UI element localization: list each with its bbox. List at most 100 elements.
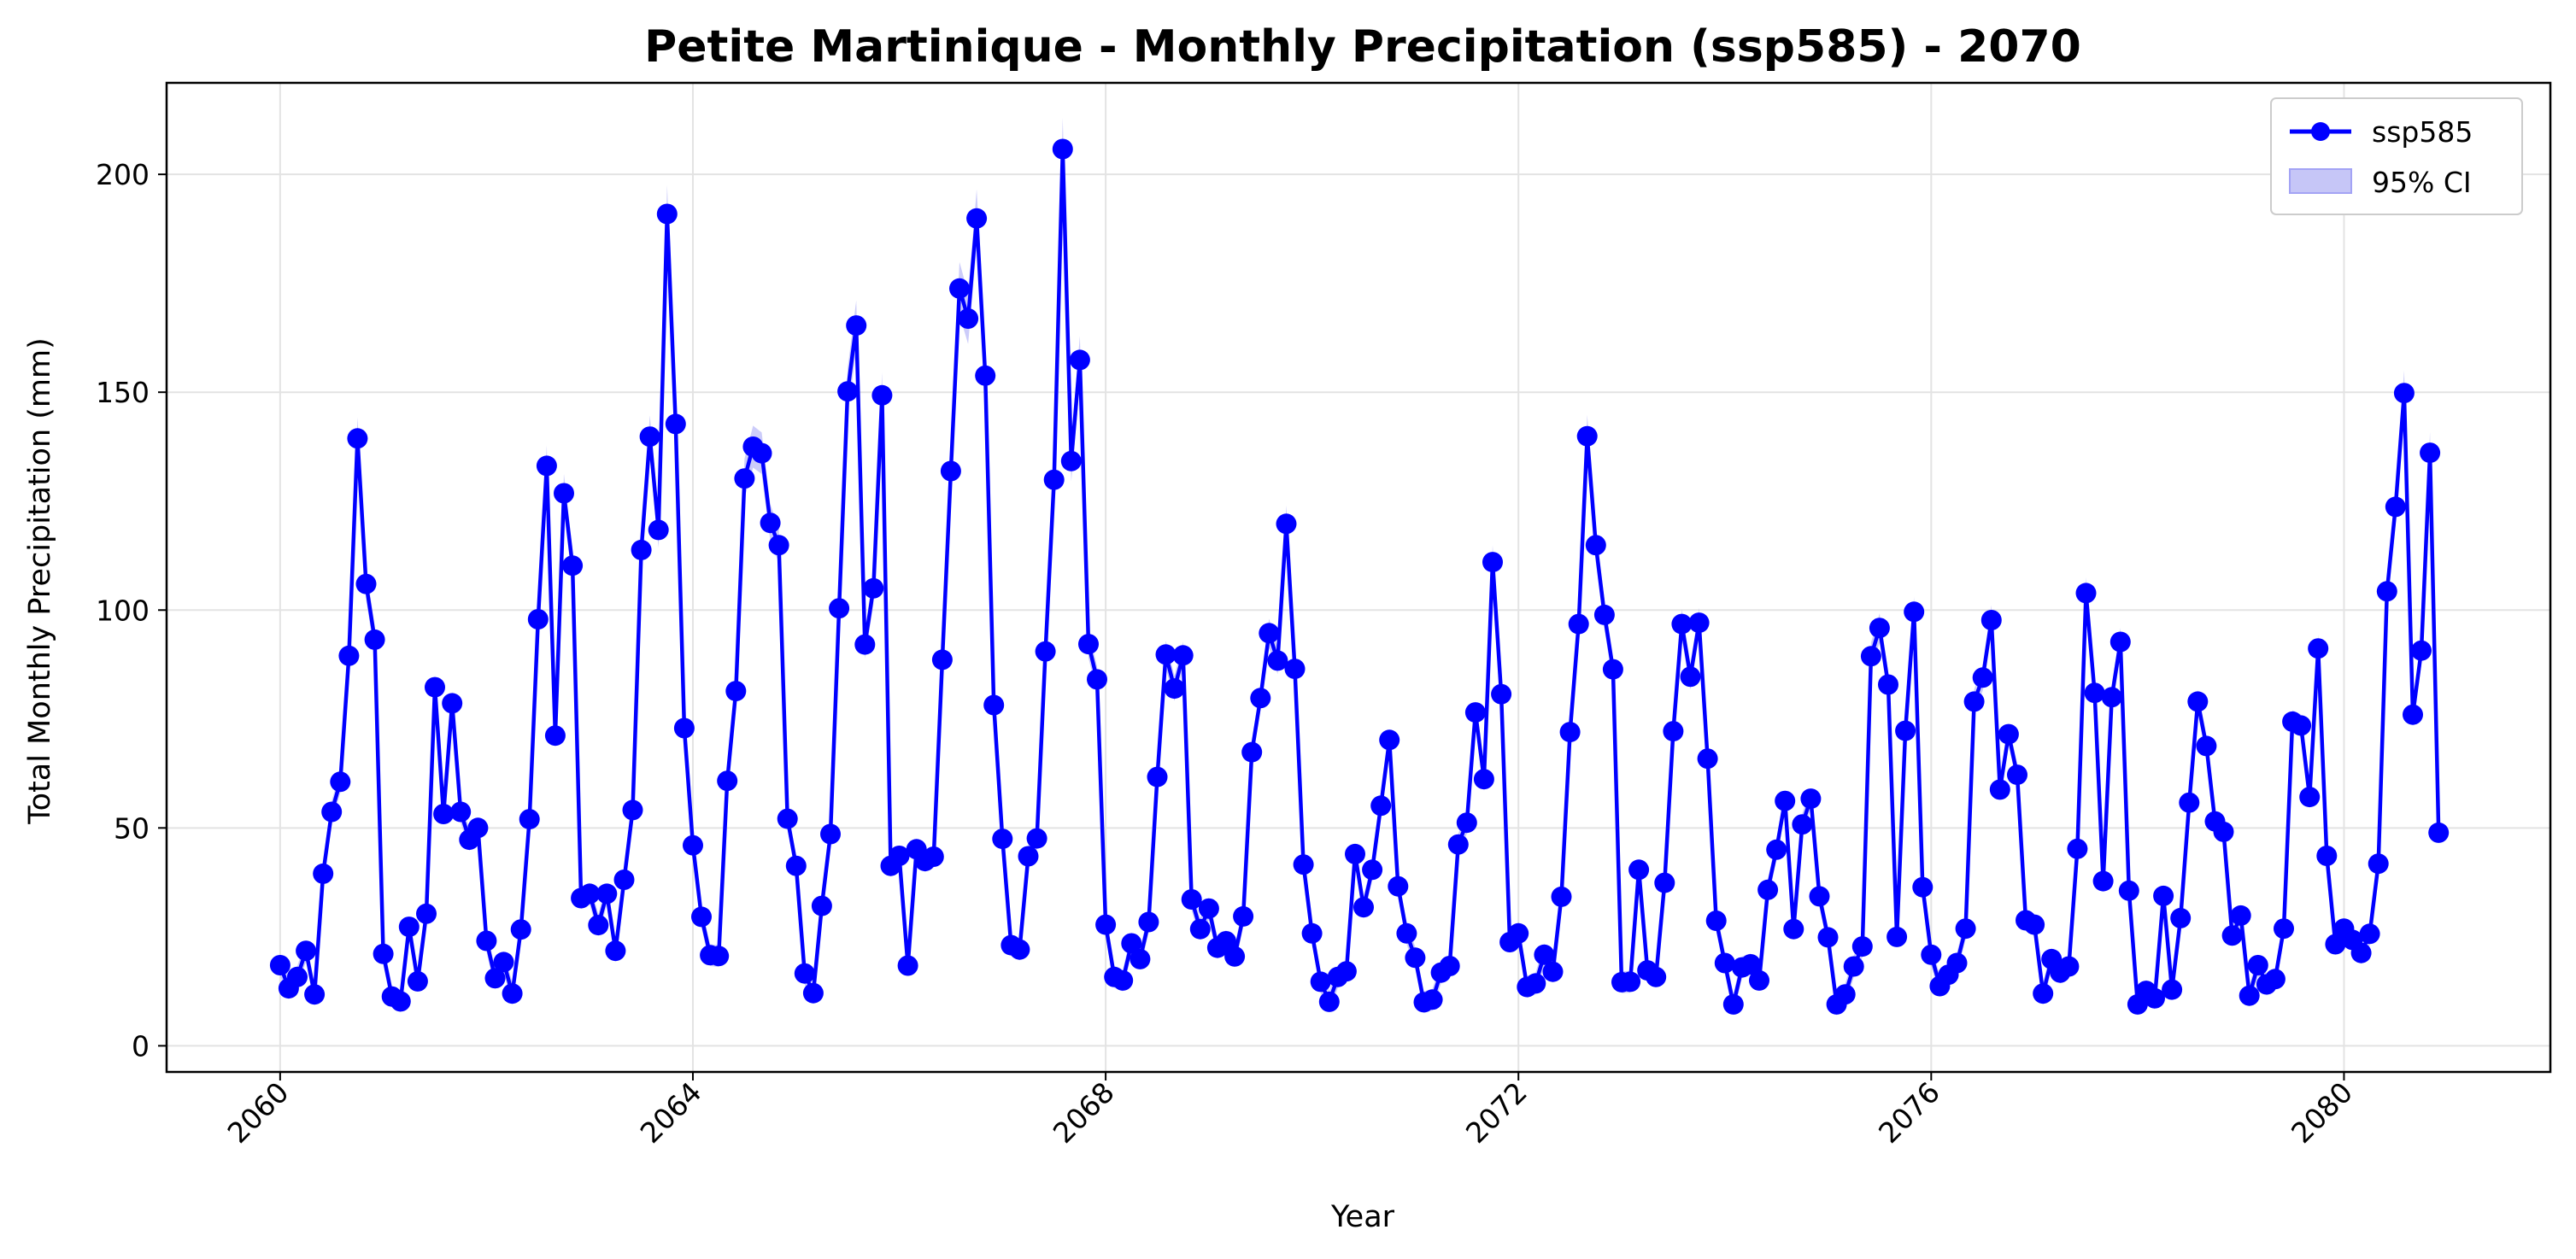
data-point xyxy=(1335,961,1357,982)
data-point xyxy=(1740,954,1761,975)
data-point xyxy=(502,983,523,1004)
data-point xyxy=(1998,723,2019,745)
data-point xyxy=(1112,969,1134,991)
data-point xyxy=(1697,748,1718,770)
data-point xyxy=(1147,766,1168,788)
data-point xyxy=(1009,939,1030,960)
data-point xyxy=(1439,956,1460,976)
data-point xyxy=(1370,795,1392,817)
data-point xyxy=(330,771,351,793)
data-point xyxy=(854,634,876,655)
data-point xyxy=(1464,702,1486,723)
data-point xyxy=(725,681,747,702)
data-point xyxy=(476,930,497,952)
data-point xyxy=(889,846,910,866)
plot-frame xyxy=(165,81,2552,1074)
data-point xyxy=(1216,931,1236,952)
data-point xyxy=(708,946,730,967)
data-point xyxy=(1353,897,1374,918)
data-point xyxy=(1972,667,1993,688)
data-point xyxy=(1284,659,1306,680)
data-point xyxy=(1585,535,1606,556)
data-point xyxy=(1714,952,1735,974)
data-point xyxy=(691,906,712,928)
data-point xyxy=(287,966,308,987)
data-point xyxy=(983,694,1005,716)
data-point xyxy=(1396,922,1417,944)
data-point xyxy=(364,629,385,650)
data-point xyxy=(2145,987,2165,1009)
data-point xyxy=(992,829,1013,850)
data-point xyxy=(2187,691,2209,712)
data-point xyxy=(829,598,850,619)
data-point xyxy=(2420,442,2441,464)
data-point xyxy=(768,535,789,556)
data-point xyxy=(1155,644,1177,665)
y-tick-label: 100 xyxy=(96,594,150,627)
data-point xyxy=(1869,618,1890,639)
data-point xyxy=(390,991,411,1012)
data-point xyxy=(751,442,772,464)
data-point xyxy=(1989,779,2010,800)
data-point xyxy=(510,919,531,940)
data-point xyxy=(656,203,678,225)
data-point xyxy=(1052,138,1073,160)
data-point xyxy=(923,846,944,867)
legend: ssp585 95% CI xyxy=(2270,97,2523,215)
data-point xyxy=(605,940,626,962)
legend-marker-swatch xyxy=(2311,122,2330,141)
data-point xyxy=(1792,814,1813,835)
data-point xyxy=(958,308,979,329)
data-point xyxy=(425,676,445,698)
data-point xyxy=(2213,821,2234,842)
data-point xyxy=(2118,880,2139,901)
data-point xyxy=(1181,889,1202,910)
data-point xyxy=(1749,969,1769,991)
data-point xyxy=(296,940,317,962)
data-point xyxy=(1198,898,1219,919)
data-point xyxy=(1060,450,1082,471)
data-point xyxy=(579,883,601,905)
data-point xyxy=(1593,604,1615,625)
data-point xyxy=(1654,872,1675,893)
data-point xyxy=(1241,741,1263,763)
data-point xyxy=(1138,911,1159,933)
data-point xyxy=(2325,934,2346,955)
data-point xyxy=(527,609,549,630)
data-point xyxy=(1405,947,1426,969)
data-point xyxy=(631,539,652,560)
data-point xyxy=(338,645,360,666)
data-point xyxy=(613,870,635,890)
data-point xyxy=(2170,907,2192,928)
data-point xyxy=(734,468,755,489)
grid-lines xyxy=(167,83,2550,1072)
data-point xyxy=(2058,956,2080,977)
data-point xyxy=(811,895,832,916)
data-point xyxy=(1722,993,1744,1015)
data-point xyxy=(536,455,557,477)
data-point xyxy=(1318,991,1340,1012)
data-point xyxy=(2110,631,2131,653)
data-point xyxy=(1233,905,1254,927)
data-point xyxy=(931,649,953,670)
data-point xyxy=(2179,792,2200,813)
data-point xyxy=(1087,669,1107,690)
data-point xyxy=(2316,846,2338,866)
data-point xyxy=(1568,613,1589,635)
data-point xyxy=(1628,859,1650,881)
data-point xyxy=(373,943,394,964)
data-point xyxy=(2428,822,2450,843)
data-point xyxy=(2092,870,2114,892)
data-point xyxy=(269,955,290,975)
data-point xyxy=(1473,769,1494,790)
data-point xyxy=(1757,879,1779,900)
data-point xyxy=(1680,666,1701,688)
data-point xyxy=(1766,839,1787,860)
data-point xyxy=(2196,735,2217,757)
data-point xyxy=(1362,859,1383,881)
data-point xyxy=(949,278,970,299)
legend-label-ci: 95% CI xyxy=(2372,166,2472,199)
data-point xyxy=(820,823,841,845)
data-point xyxy=(1878,674,1898,695)
data-point xyxy=(1293,854,1314,875)
